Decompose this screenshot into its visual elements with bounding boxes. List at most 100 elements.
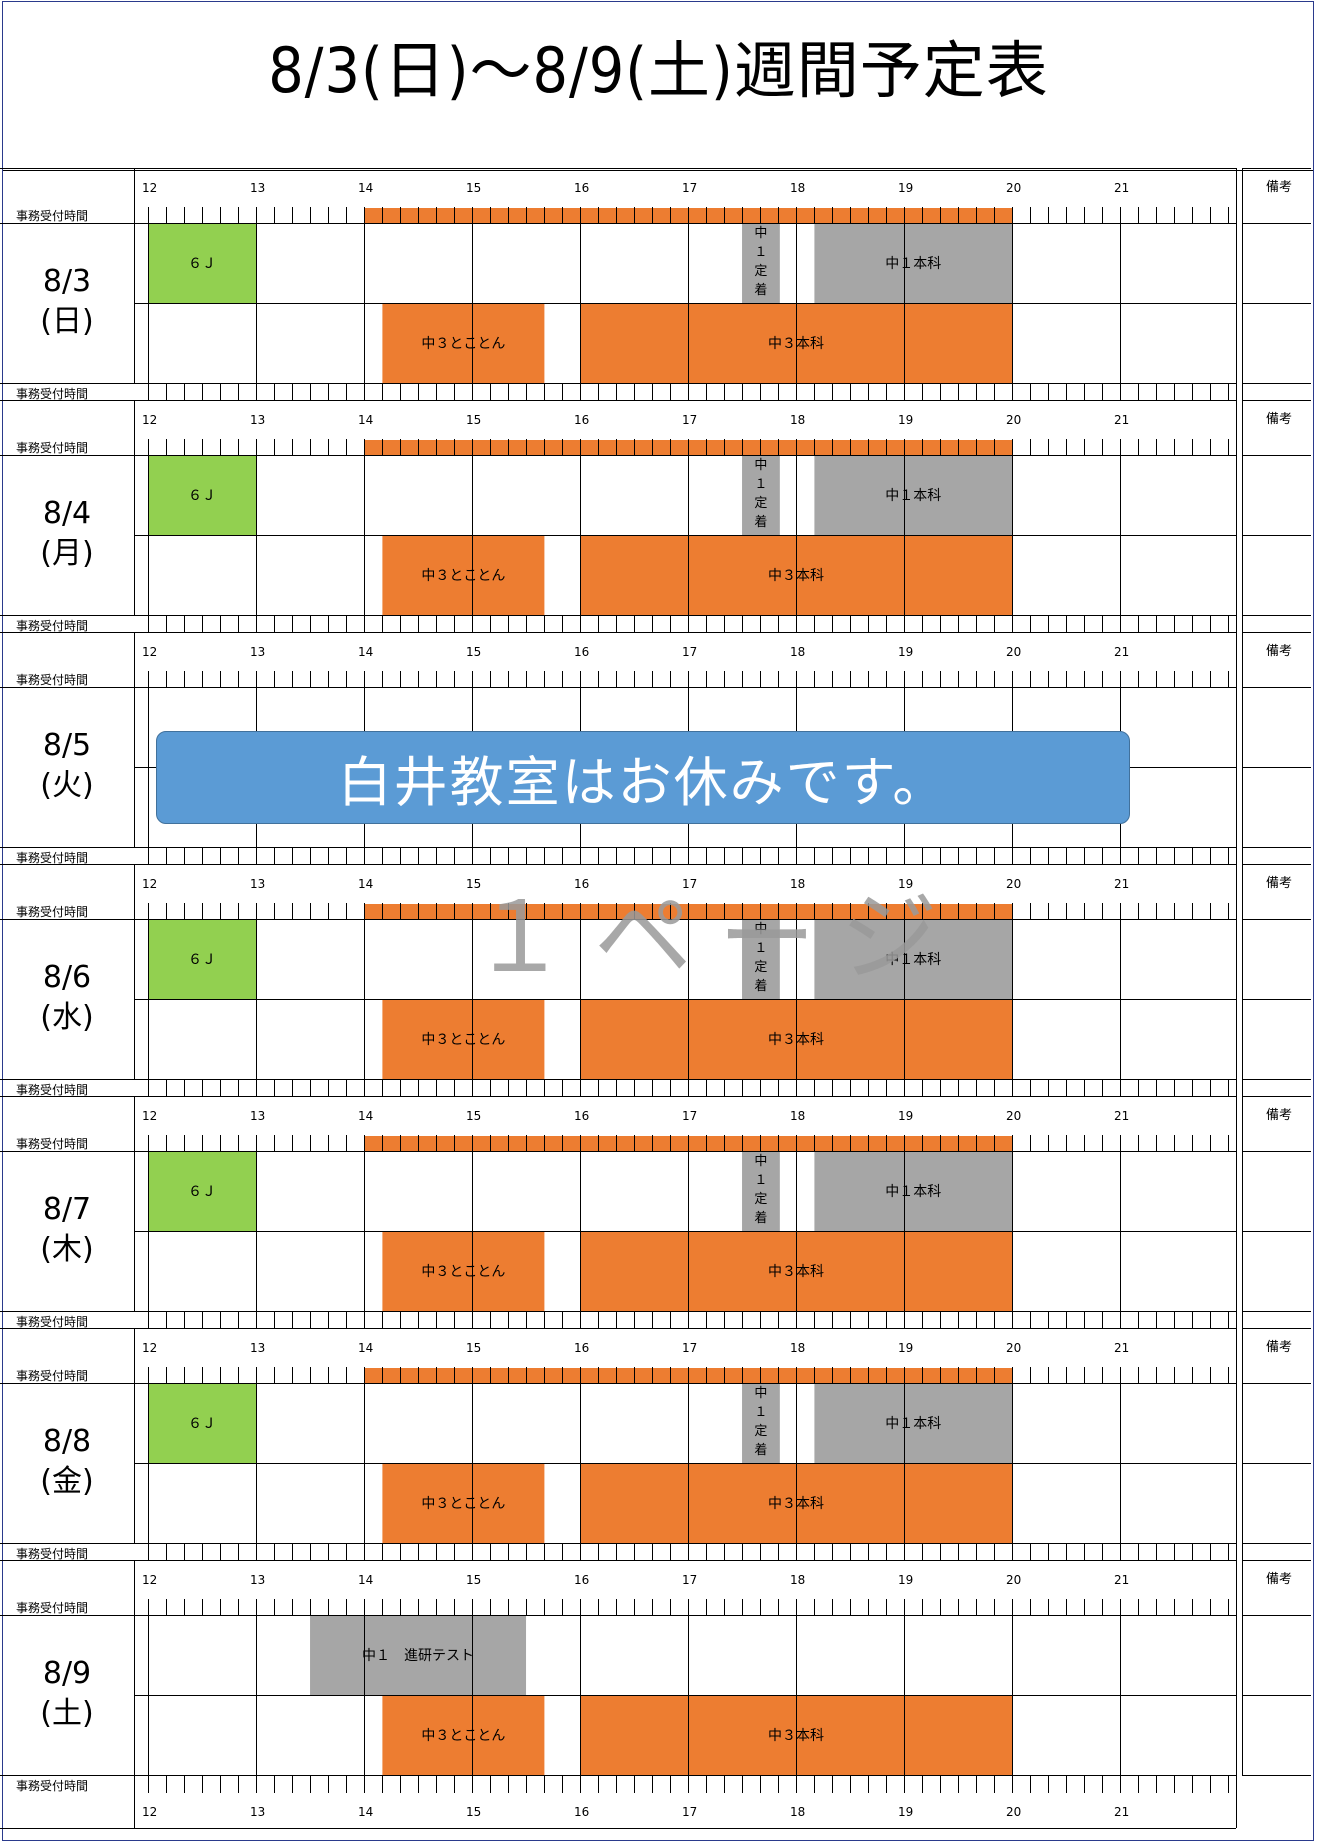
event-block	[382, 1231, 545, 1311]
remarks-label: 備考	[1266, 1339, 1292, 1355]
office-hours-label: 事務受付時間	[16, 1601, 88, 1615]
hour-label: 14	[358, 877, 373, 891]
office-hours-label: 事務受付時間	[16, 1083, 88, 1097]
hour-label: 15	[466, 181, 481, 195]
event-block	[148, 223, 257, 303]
remarks-label: 備考	[1266, 411, 1292, 427]
office-hours-label: 事務受付時間	[16, 441, 88, 455]
office-hours-label: 事務受付時間	[16, 1137, 88, 1151]
day-date: 8/9	[43, 1656, 91, 1691]
event-label: ６Ｊ	[188, 1184, 216, 1200]
event-block	[742, 1383, 780, 1463]
hour-label: 16	[574, 181, 589, 195]
day-weekday: (木)	[40, 1232, 93, 1267]
event-label: 中１定着	[754, 458, 767, 530]
hour-label: 14	[358, 1341, 373, 1355]
hour-label: 20	[1006, 645, 1021, 659]
day-date: 8/3	[43, 264, 91, 299]
hour-label: 19	[898, 645, 913, 659]
event-block	[742, 1151, 780, 1231]
page-title: 8/3(日)～8/9(土)週間予定表	[268, 34, 1049, 107]
hour-label: 15	[466, 877, 481, 891]
event-label: 中３とことん	[421, 1496, 505, 1512]
hour-label: 20	[1006, 1109, 1021, 1123]
hour-label: 13	[250, 181, 265, 195]
hour-label: 14	[358, 181, 373, 195]
event-block	[814, 455, 1013, 535]
hour-label: 14	[358, 1109, 373, 1123]
hour-label: 17	[682, 645, 697, 659]
hour-label: 16	[574, 877, 589, 891]
hour-label: 21	[1114, 413, 1129, 427]
hour-label: 12	[142, 1341, 157, 1355]
closed-notice-banner: 白井教室はお休みです。	[156, 731, 1130, 824]
remarks-label: 備考	[1266, 643, 1292, 659]
hour-label: 16	[574, 1805, 589, 1819]
hour-label: 13	[250, 1341, 265, 1355]
hour-label: 12	[142, 645, 157, 659]
hour-label: 18	[790, 1109, 805, 1123]
event-block	[814, 1151, 1013, 1231]
hour-label: 20	[1006, 1805, 1021, 1819]
hour-label: 20	[1006, 877, 1021, 891]
remarks-label: 備考	[1266, 1107, 1292, 1123]
hour-label: 15	[466, 1341, 481, 1355]
hour-label: 20	[1006, 1573, 1021, 1587]
day-date: 8/8	[43, 1424, 91, 1459]
event-block	[742, 919, 780, 999]
hour-label: 15	[466, 413, 481, 427]
hour-label: 14	[358, 1805, 373, 1819]
event-block	[814, 919, 1013, 999]
office-hours-label: 事務受付時間	[16, 905, 88, 919]
hour-label: 12	[142, 181, 157, 195]
event-block	[382, 303, 545, 383]
hour-label: 13	[250, 413, 265, 427]
event-label: 中１定着	[754, 1154, 767, 1226]
event-label: 中１本科	[885, 488, 941, 504]
day-date: 8/4	[43, 496, 91, 531]
hour-label: 16	[574, 1109, 589, 1123]
remarks-label: 備考	[1266, 1571, 1292, 1587]
day-weekday: (月)	[40, 536, 93, 571]
hour-label: 15	[466, 645, 481, 659]
event-label: 中１本科	[885, 1416, 941, 1432]
hour-label: 19	[898, 181, 913, 195]
event-block	[382, 535, 545, 615]
hour-label: 20	[1006, 413, 1021, 427]
hour-label: 21	[1114, 645, 1129, 659]
hour-label: 21	[1114, 1573, 1129, 1587]
hour-label: 13	[250, 1573, 265, 1587]
hour-label: 21	[1114, 877, 1129, 891]
event-block	[382, 999, 545, 1079]
hour-label: 18	[790, 413, 805, 427]
hour-label: 19	[898, 877, 913, 891]
event-label: 中３とことん	[421, 1728, 505, 1744]
hour-label: 20	[1006, 1341, 1021, 1355]
day-weekday: (水)	[40, 1000, 93, 1035]
hour-label: 18	[790, 1573, 805, 1587]
event-block	[310, 1615, 527, 1695]
office-hours-label: 事務受付時間	[16, 1779, 88, 1793]
event-label: 中３とことん	[421, 1264, 505, 1280]
hour-label: 21	[1114, 1109, 1129, 1123]
office-hours-label: 事務受付時間	[16, 851, 88, 865]
hour-label: 17	[682, 1109, 697, 1123]
hour-label: 16	[574, 1341, 589, 1355]
hour-label: 19	[898, 1805, 913, 1819]
day-weekday: (火)	[40, 768, 93, 803]
event-block	[148, 1383, 257, 1463]
remarks-label: 備考	[1266, 875, 1292, 891]
event-label: ６Ｊ	[188, 952, 216, 968]
hour-label: 15	[466, 1573, 481, 1587]
hour-label: 21	[1114, 1805, 1129, 1819]
event-block	[148, 919, 257, 999]
hour-label: 16	[574, 1573, 589, 1587]
hour-label: 14	[358, 645, 373, 659]
hour-label: 19	[898, 413, 913, 427]
hour-label: 13	[250, 1805, 265, 1819]
hour-label: 15	[466, 1109, 481, 1123]
office-hours-label: 事務受付時間	[16, 1369, 88, 1383]
title-area: 8/3(日)～8/9(土)週間予定表	[3, 2, 1313, 171]
hour-label: 12	[142, 413, 157, 427]
